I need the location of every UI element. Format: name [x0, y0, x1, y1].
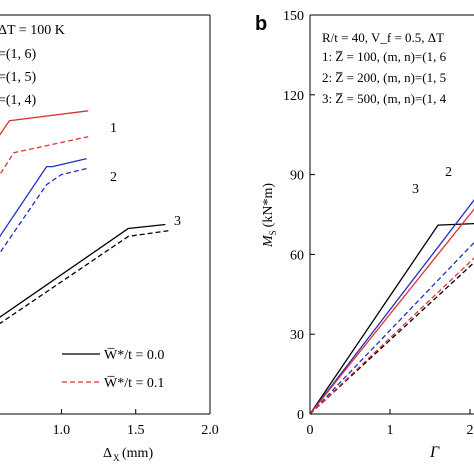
- panel-a-series-1-solid: [0, 110, 89, 136]
- panel-b-series-3-solid: [310, 222, 474, 415]
- panel-b-y-tick-label: 60: [290, 248, 304, 263]
- panel-b-y-ticks: 0 30 60 90 120 150: [283, 9, 315, 423]
- panel-a-legend: W̅*/t = 0.0 W̅*/t = 0.1: [62, 348, 164, 391]
- panel-b-y-tick-label: 30: [290, 328, 304, 343]
- panel-b-series-3-dashed: [310, 261, 474, 415]
- panel-b-annotation-curve-3: 3: Z̅ = 500, (m, n)=(1, 4: [322, 91, 447, 106]
- panel-b-curve-label-2: 2: [445, 165, 452, 180]
- panel-a-x-tick-label: 1.0: [53, 423, 71, 438]
- panel-b-label: b: [255, 13, 267, 35]
- panel-a-curve-label-3: 3: [174, 214, 181, 229]
- panel-a-x-axis-label: Δ X (mm): [103, 446, 153, 463]
- panel-b-ylabel-group: MS (kN*m): [261, 183, 278, 248]
- legend-dashed-label: W̅*/t = 0.1: [104, 376, 164, 391]
- panel-a-series-3-solid: [0, 223, 166, 318]
- panel-a-series-3-dashed: [0, 229, 170, 325]
- panel-b-series-2-dashed: [310, 241, 474, 415]
- panel-b-x-tick-label: 0: [307, 423, 314, 438]
- panel-a-annotation-mode-1: =(1, 6): [0, 47, 37, 62]
- panel-b-series-2-solid: [310, 199, 474, 415]
- panel-b-annotation-params: R/t = 40, V_f = 0.5, ΔT: [322, 30, 444, 45]
- panel-b-y-tick-label: 150: [283, 9, 304, 24]
- legend-solid-label: W̅*/t = 0.0: [104, 348, 164, 363]
- panel-a-annotation-delta-t: ΔT = 100 K: [0, 23, 65, 38]
- panel-b-y-tick-label: 0: [297, 408, 304, 423]
- panel-b-annotation-curve-2: 2: Z̅ = 200, (m, n)=(1, 5: [322, 70, 446, 85]
- panel-a-x-tick-label: 1.5: [127, 423, 145, 438]
- panel-a: .51.01.52.0 ΔT = 100 K =(1, 6) =(1, 5) =…: [0, 14, 219, 463]
- panel-a-curve-label-2: 2: [110, 170, 117, 185]
- panel-a-curve-label-1: 1: [110, 121, 117, 136]
- panel-b-series-1-dashed: [310, 257, 474, 415]
- panel-a-series-2-dashed: [0, 167, 87, 254]
- panel-b-x-tick-label: 2: [467, 423, 474, 438]
- panel-b-curve-label-3: 3: [412, 182, 419, 197]
- panel-a-annotation-mode-2: =(1, 5): [0, 70, 37, 85]
- panel-b-xlabel: Γ: [429, 444, 440, 461]
- panel-b-ylabel: M: [261, 234, 276, 248]
- panel-b-series: [310, 199, 474, 415]
- panel-a-x-ticks: .51.01.52.0: [53, 409, 219, 438]
- panel-b-annotation-curve-1: 1: Z̅ = 100, (m, n)=(1, 6: [322, 49, 447, 64]
- panel-a-xlabel-subscript: X: [113, 453, 120, 463]
- panel-a-series-2-solid: [0, 157, 87, 238]
- panel-b-y-tick-label: 120: [283, 89, 304, 104]
- panel-a-x-tick-label: 2.0: [201, 423, 219, 438]
- panel-b: b 0 1 2 0 30 60 90 120 150 MS (kN*m) R/t = 40, V…: [255, 9, 474, 461]
- panel-b-x-ticks: 0 1 2: [307, 409, 474, 438]
- panel-b-ylabel-subscript: S: [268, 230, 278, 235]
- panel-b-ylabel-unit: (kN*m): [261, 183, 276, 228]
- panel-b-series-1-solid: [310, 208, 474, 415]
- panel-b-x-tick-label: 1: [387, 423, 394, 438]
- panel-b-y-tick-label: 90: [290, 169, 304, 184]
- panel-a-series: [0, 110, 170, 325]
- panel-b-y-axis-label: MS (kN*m): [261, 183, 278, 248]
- panel-a-xlabel: Δ: [103, 446, 112, 461]
- panel-a-xlabel-unit: (mm): [122, 446, 153, 461]
- panel-a-annotation-mode-3: =(1, 4): [0, 93, 37, 108]
